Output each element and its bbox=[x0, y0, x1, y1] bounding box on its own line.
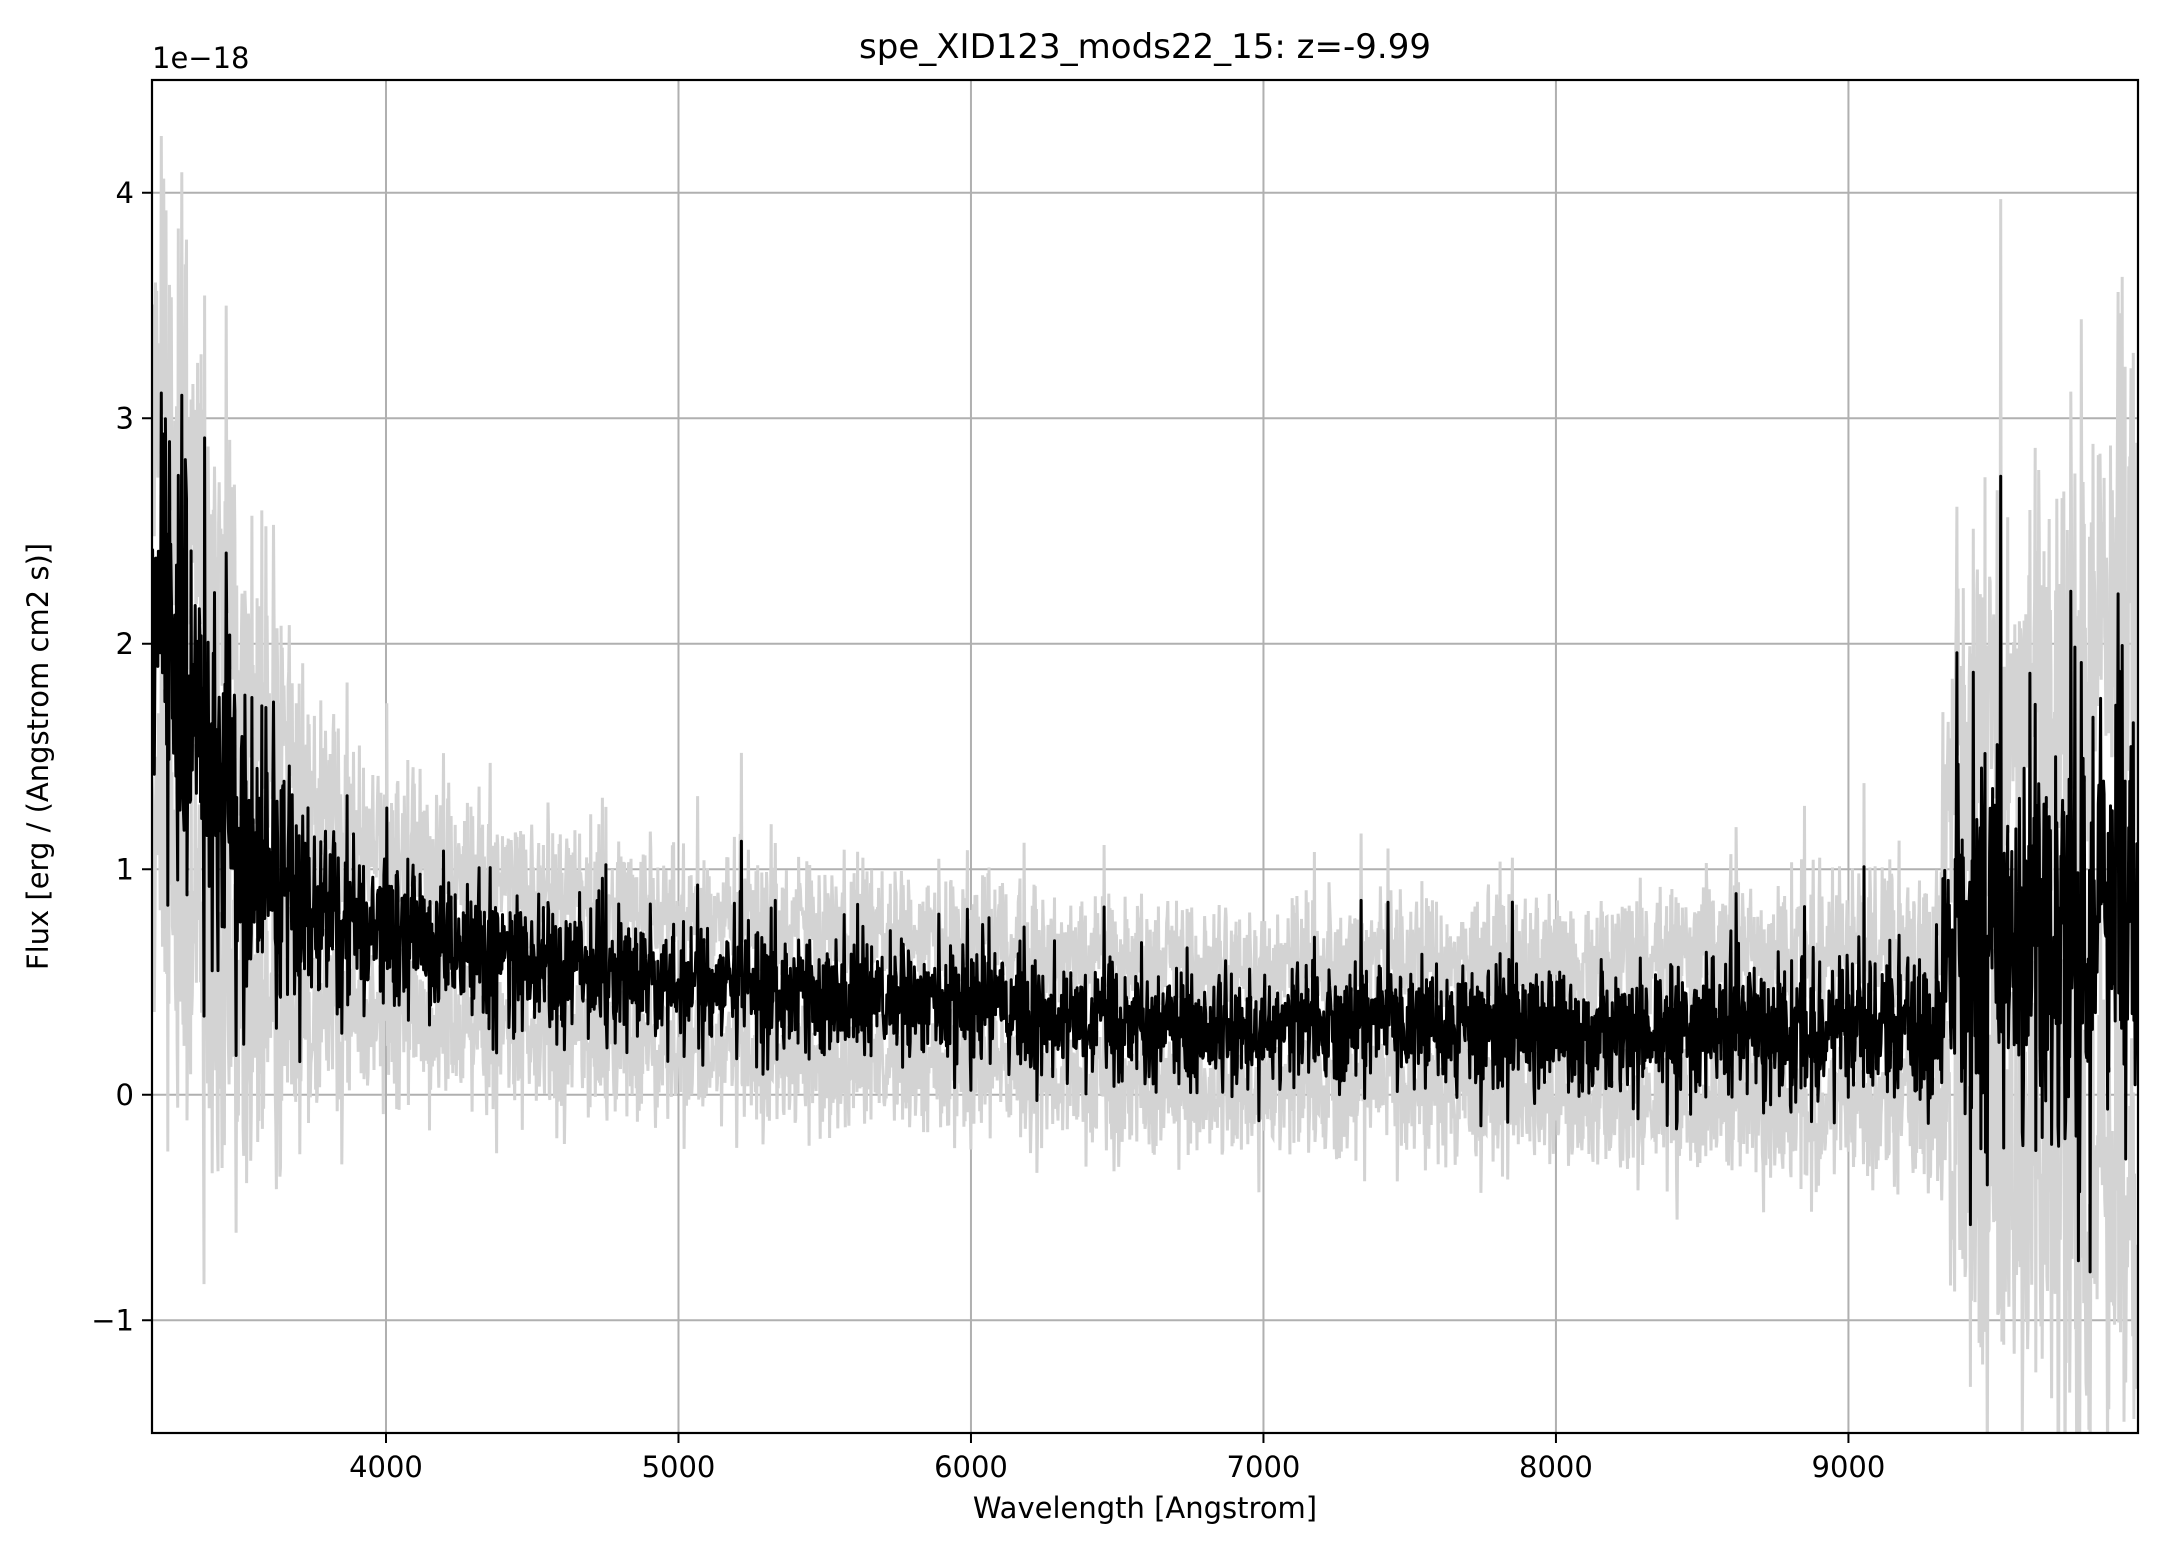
x-tick-label: 9000 bbox=[1812, 1450, 1886, 1484]
x-tick-label: 5000 bbox=[642, 1450, 716, 1484]
x-axis-label: Wavelength [Angstrom] bbox=[973, 1491, 1317, 1525]
x-axis-ticks: 4000 5000 6000 7000 8000 9000 bbox=[349, 1433, 1885, 1484]
y-axis-label: Flux [erg / (Angstrom cm2 s)] bbox=[21, 543, 55, 970]
y-tick-label: 2 bbox=[116, 627, 134, 661]
chart-title: spe_XID123_mods22_15: z=-9.99 bbox=[859, 27, 1431, 67]
x-tick-label: 7000 bbox=[1227, 1450, 1301, 1484]
plot-frame bbox=[150, 78, 2140, 1435]
error-lower-line bbox=[152, 576, 2138, 1433]
x-tick-label: 8000 bbox=[1519, 1450, 1593, 1484]
y-tick-label: −1 bbox=[91, 1303, 134, 1337]
y-offset-label: 1e−18 bbox=[152, 41, 250, 75]
y-tick-label: 1 bbox=[116, 852, 134, 886]
x-tick-label: 4000 bbox=[349, 1450, 423, 1484]
flux-spectrum bbox=[152, 391, 2138, 1274]
y-tick-label: 3 bbox=[116, 401, 134, 435]
x-tick-label: 6000 bbox=[934, 1450, 1008, 1484]
flux-line bbox=[152, 391, 2138, 1274]
y-tick-label: 4 bbox=[116, 176, 134, 210]
y-tick-label: 0 bbox=[116, 1078, 134, 1112]
y-axis-ticks: −1 0 1 2 3 4 bbox=[91, 176, 152, 1337]
